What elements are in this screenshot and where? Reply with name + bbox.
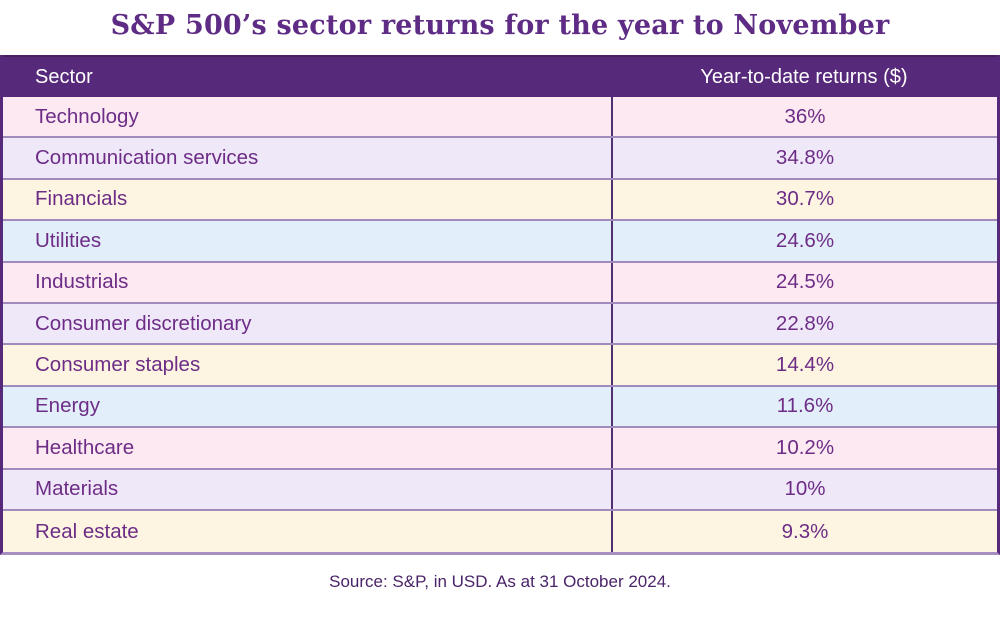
- sector-cell: Energy: [35, 394, 100, 418]
- value-cell: 34.8%: [611, 138, 997, 178]
- table-row: Communication services 34.8%: [3, 138, 997, 180]
- table-row: Energy 11.6%: [3, 386, 997, 429]
- table-header-row: Sector Year-to-date returns ($): [3, 55, 997, 97]
- sector-cell: Financials: [35, 187, 128, 211]
- table-body: Technology 36% Communication services 34…: [3, 97, 997, 553]
- sector-cell: Real estate: [35, 519, 139, 543]
- sector-cell: Industrials: [35, 270, 129, 294]
- sector-cell: Healthcare: [35, 435, 135, 459]
- value-cell: 30.7%: [611, 179, 997, 220]
- page-title: S&P 500’s sector returns for the year to…: [110, 10, 890, 41]
- table-row: Real estate 9.3%: [3, 510, 997, 553]
- source-note: Source: S&P, in USD. As at 31 October 20…: [329, 572, 671, 592]
- table-row: Consumer discretionary 22.8%: [3, 303, 997, 346]
- table-row: Utilities 24.6%: [3, 221, 997, 263]
- header-returns-cell: Year-to-date returns ($): [700, 65, 908, 88]
- value-cell: 36%: [611, 97, 997, 137]
- value-cell: 22.8%: [611, 303, 997, 344]
- sector-cell: Consumer staples: [35, 353, 201, 377]
- value-cell: 24.5%: [611, 262, 997, 302]
- value-cell: 9.3%: [611, 510, 997, 553]
- table-row: Consumer staples 14.4%: [3, 345, 997, 387]
- header-sector-cell: Sector: [35, 65, 93, 88]
- sector-cell: Materials: [35, 477, 119, 501]
- value-cell: 10%: [611, 469, 997, 509]
- sector-cell: Consumer discretionary: [35, 311, 252, 335]
- value-cell: 10.2%: [611, 428, 997, 468]
- sector-cell: Technology: [35, 104, 139, 128]
- sector-returns-table: Sector Year-to-date returns ($) Technolo…: [0, 55, 1000, 556]
- table-row: Materials 10%: [3, 469, 997, 511]
- value-cell: 11.6%: [611, 386, 997, 427]
- table-row: Industrials 24.5%: [3, 262, 997, 304]
- value-cell: 14.4%: [611, 345, 997, 385]
- sector-cell: Utilities: [35, 228, 102, 252]
- table-row: Financials 30.7%: [3, 179, 997, 222]
- value-cell: 24.6%: [611, 221, 997, 261]
- sector-cell: Communication services: [35, 146, 259, 170]
- table-row: Technology 36%: [3, 97, 997, 139]
- table-row: Healthcare 10.2%: [3, 428, 997, 470]
